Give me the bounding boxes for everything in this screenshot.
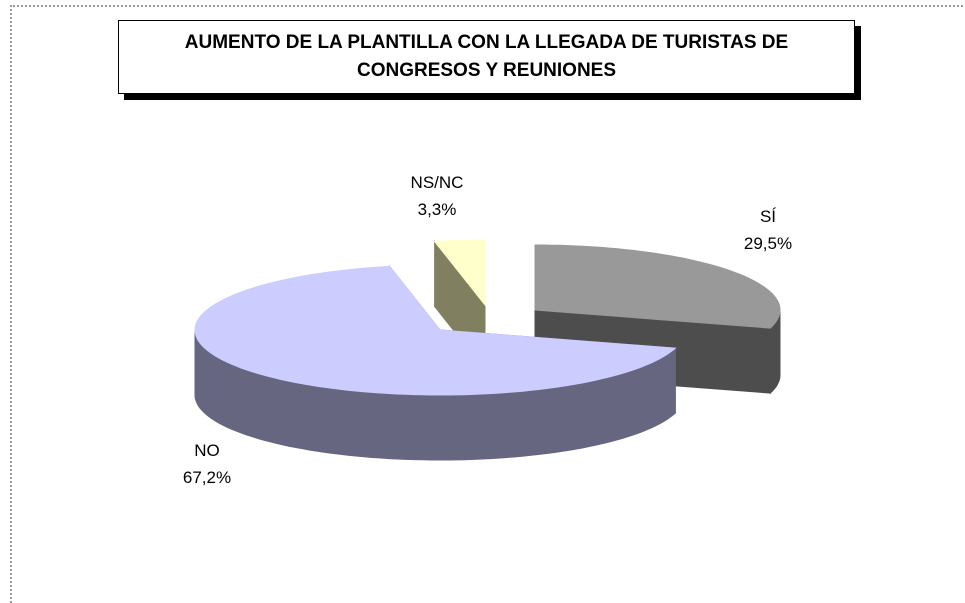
chart-title: AUMENTO DE LA PLANTILLA CON LA LLEGADA D… [118, 20, 855, 94]
slice-label: SÍ [760, 207, 776, 226]
slice-label: NO [194, 441, 220, 460]
slice [433, 239, 486, 307]
slice-value-label: 29,5% [744, 234, 792, 253]
slice-value-label: 67,2% [183, 468, 231, 487]
frame [10, 5, 965, 603]
slice [534, 244, 781, 329]
slice-label: NS/NC [411, 173, 464, 192]
slice [194, 265, 677, 396]
slice-value-label: 3,3% [418, 200, 457, 219]
